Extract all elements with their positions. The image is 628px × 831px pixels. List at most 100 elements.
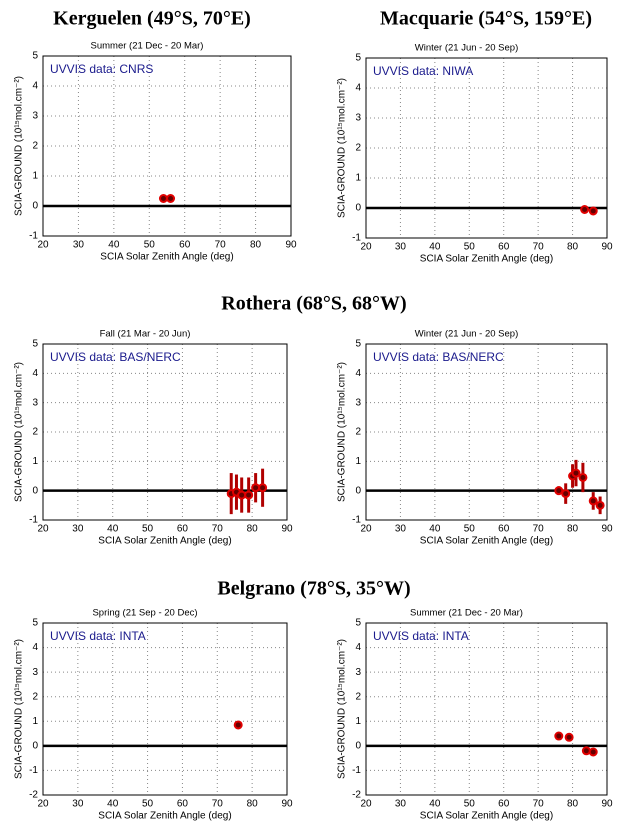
y-tick-label: 1: [32, 456, 38, 467]
x-tick-label: 50: [464, 524, 476, 535]
station-heading: Macquarie (54°S, 159°E): [380, 8, 592, 30]
x-axis-label: SCIA Solar Zenith Angle (deg): [98, 536, 231, 547]
x-tick-label: 90: [601, 524, 613, 535]
point: [554, 731, 564, 741]
y-axis-label: SCIA-GROUND (10¹⁵mol.cm⁻²): [337, 78, 348, 218]
x-tick-label: 60: [177, 799, 189, 810]
y-tick-label: 3: [355, 667, 361, 678]
data-source: UVVIS data: CNRS: [50, 62, 153, 76]
data-source: UVVIS data: NIWA: [373, 64, 473, 78]
y-axis-label: SCIA-GROUND (10¹⁵mol.cm⁻²): [14, 76, 25, 216]
y-axis-label: SCIA-GROUND (10¹⁵mol.cm⁻²): [337, 639, 348, 779]
x-axis-label: SCIA Solar Zenith Angle (deg): [420, 536, 553, 547]
panel: Spring (21 Sep - 20 Dec)20 30 40 50 60 70 80 90…: [14, 608, 293, 822]
x-tick-label: 70: [533, 799, 545, 810]
y-tick-label: -1: [29, 765, 38, 776]
x-tick-label: 60: [498, 242, 510, 253]
x-axis-label: SCIA Solar Zenith Angle (deg): [98, 811, 231, 822]
y-tick-label: 1: [355, 173, 361, 184]
y-tick-label: 3: [32, 111, 38, 122]
x-tick-label: 60: [179, 240, 191, 251]
x-tick-label: 40: [107, 524, 119, 535]
x-tick-label: 30: [72, 799, 84, 810]
y-tick-label: 1: [32, 171, 38, 182]
plot-frame: [42, 55, 292, 237]
y-tick-label: 3: [355, 113, 361, 124]
panel-subtitle: Summer (21 Dec - 20 Mar): [91, 41, 204, 52]
y-tick-label: 2: [355, 691, 361, 702]
x-tick-label: 80: [247, 799, 259, 810]
data-source: UVVIS data: INTA: [373, 629, 469, 643]
x-axis-label: SCIA Solar Zenith Angle (deg): [420, 254, 553, 265]
x-tick-label: 20: [360, 799, 372, 810]
x-tick-label: 90: [601, 799, 613, 810]
plot-frame: [365, 343, 608, 521]
y-tick-label: 2: [32, 691, 38, 702]
y-tick-label: 5: [355, 53, 361, 64]
y-tick-label: 0: [355, 485, 361, 496]
plot-frame: [365, 57, 608, 239]
panel-subtitle: Summer (21 Dec - 20 Mar): [410, 608, 523, 619]
y-tick-label: -1: [29, 515, 38, 526]
y-tick-label: 4: [355, 642, 361, 653]
x-tick-label: 30: [73, 240, 85, 251]
y-tick-label: 0: [32, 485, 38, 496]
x-tick-label: 60: [498, 799, 510, 810]
x-tick-label: 30: [395, 242, 407, 253]
x-tick-label: 20: [37, 524, 49, 535]
x-tick-label: 50: [464, 799, 476, 810]
y-tick-label: 5: [32, 51, 38, 62]
y-tick-label: 2: [32, 141, 38, 152]
y-tick-label: 0: [32, 201, 38, 212]
point: [588, 747, 598, 757]
x-tick-label: 70: [533, 242, 545, 253]
x-tick-label: 80: [247, 524, 259, 535]
point: [564, 732, 574, 742]
y-tick-label: 5: [355, 618, 361, 629]
point: [237, 490, 247, 500]
panel: Winter (21 Jun - 20 Sep)20 30 40 50 60 70 80 90…: [337, 43, 613, 265]
x-tick-label: 60: [177, 524, 189, 535]
y-tick-label: 0: [32, 740, 38, 751]
panel-subtitle: Winter (21 Jun - 20 Sep): [415, 329, 519, 340]
data-source: UVVIS data: BAS/NERC: [50, 350, 181, 364]
x-tick-label: 80: [567, 524, 579, 535]
x-tick-label: 70: [215, 240, 227, 251]
x-tick-label: 20: [360, 242, 372, 253]
point: [578, 472, 588, 482]
y-tick-label: 4: [32, 368, 38, 379]
y-tick-label: 3: [355, 397, 361, 408]
point: [233, 720, 243, 730]
point: [158, 194, 168, 203]
y-tick-label: 4: [32, 81, 38, 92]
data-source: UVVIS data: INTA: [50, 629, 146, 643]
x-tick-label: 40: [108, 240, 120, 251]
x-tick-label: 20: [37, 799, 49, 810]
point: [580, 205, 590, 214]
data-source: UVVIS data: BAS/NERC: [373, 350, 504, 364]
y-tick-label: 2: [355, 427, 361, 438]
y-axis-label: SCIA-GROUND (10¹⁵mol.cm⁻²): [337, 362, 348, 502]
point: [244, 490, 254, 500]
x-tick-label: 90: [285, 240, 297, 251]
x-tick-label: 90: [281, 799, 293, 810]
panel: Summer (21 Dec - 20 Mar)20 30 40 50 60 70 80 90…: [14, 41, 297, 263]
point: [595, 500, 605, 510]
x-tick-label: 70: [212, 799, 224, 810]
y-tick-label: 3: [32, 667, 38, 678]
panel-subtitle: Fall (21 Mar - 20 Jun): [100, 329, 191, 340]
y-tick-label: 5: [32, 618, 38, 629]
x-tick-label: 80: [567, 799, 579, 810]
panel-subtitle: Spring (21 Sep - 20 Dec): [92, 608, 197, 619]
y-axis-label: SCIA-GROUND (10¹⁵mol.cm⁻²): [14, 362, 25, 502]
plot-frame: [42, 622, 288, 796]
x-tick-label: 80: [250, 240, 262, 251]
x-tick-label: 70: [212, 524, 224, 535]
point: [571, 468, 581, 478]
x-tick-label: 50: [142, 524, 154, 535]
station-heading: Belgrano (78°S, 35°W): [217, 578, 410, 600]
panel: Fall (21 Mar - 20 Jun)20 30 40 50 60 70 80 90-1…: [14, 329, 293, 547]
y-tick-label: -1: [29, 231, 38, 242]
y-tick-label: 4: [355, 83, 361, 94]
y-tick-label: 4: [32, 642, 38, 653]
